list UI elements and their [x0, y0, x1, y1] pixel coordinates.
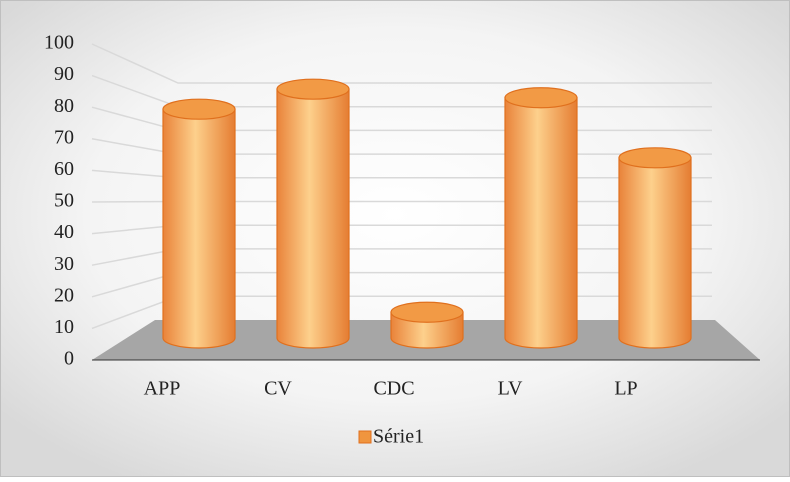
- y-tick-label: 10: [54, 316, 74, 338]
- bar: [276, 78, 350, 349]
- y-tick-label: 40: [54, 221, 74, 243]
- y-tick-label: 80: [54, 95, 74, 117]
- bar-body: [162, 108, 236, 349]
- y-tick-label: 70: [54, 126, 74, 148]
- bar-body: [504, 97, 578, 349]
- bar-body: [276, 88, 350, 349]
- bar-body: [618, 157, 692, 349]
- x-tick-label: LP: [614, 378, 637, 400]
- bar-top: [162, 98, 236, 120]
- bar: [390, 301, 464, 349]
- bar-top: [618, 147, 692, 169]
- x-tick-label: APP: [144, 378, 181, 400]
- legend-swatch: [358, 430, 372, 444]
- bar: [162, 98, 236, 349]
- legend-label: Série1: [373, 426, 424, 448]
- bar-top: [276, 78, 350, 100]
- y-tick-label: 20: [54, 284, 74, 306]
- y-tick-label: 0: [64, 348, 74, 370]
- y-tick-label: 100: [44, 32, 74, 54]
- bar-top: [504, 87, 578, 109]
- x-tick-label: LV: [498, 378, 523, 400]
- y-tick-label: 60: [54, 158, 74, 180]
- bar-top: [390, 301, 464, 323]
- x-tick-label: CV: [264, 378, 292, 400]
- y-tick-label: 50: [54, 190, 74, 212]
- y-tick-label: 90: [54, 63, 74, 85]
- bar: [618, 147, 692, 349]
- x-tick-label: CDC: [373, 378, 414, 400]
- y-tick-label: 30: [54, 253, 74, 275]
- bar: [504, 87, 578, 349]
- grid-line: [91, 43, 712, 84]
